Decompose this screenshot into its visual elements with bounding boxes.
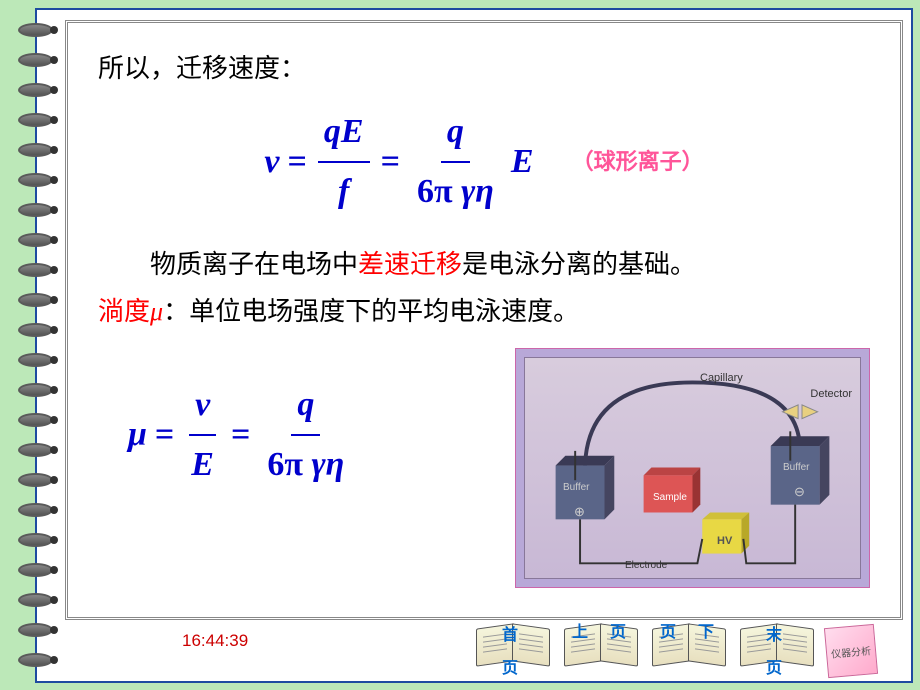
electrophoresis-diagram: Capillary Detector Buffer ⊕ Sample Buffe… xyxy=(515,348,870,588)
equals-sign: = xyxy=(288,135,307,189)
nav-buttons: 首 页 上 页 页 下 末 页 仪器分析 xyxy=(474,626,876,676)
intro-text: 所以，迁移速度： xyxy=(98,48,870,90)
frac-den: E xyxy=(185,436,220,492)
frac-den: 6π γη xyxy=(411,163,500,219)
formula-lhs: ν xyxy=(264,135,279,189)
text-pre: 物质离子在电场中 xyxy=(150,250,358,279)
text-term: 淌度 xyxy=(98,297,150,326)
slide-frame: 所以，迁移速度： ν = qE f = q 6π γη E （球形离子 xyxy=(35,8,913,683)
minus-label: ⊖ xyxy=(794,482,805,503)
lower-section: μ = ν E = q 6π γη xyxy=(98,348,870,588)
fraction-1: qE f xyxy=(318,105,370,220)
btn-label: 上 xyxy=(572,618,588,642)
formula-1: ν = qE f = q 6π γη E （球形离子） xyxy=(264,105,703,220)
hv-label: HV xyxy=(717,533,732,551)
formula-annotation: （球形离子） xyxy=(572,144,704,179)
frac-num: qE xyxy=(318,105,370,163)
formula-var-E: E xyxy=(511,135,534,189)
plus-label: ⊕ xyxy=(574,502,585,523)
detector-label: Detector xyxy=(810,386,852,404)
btn-label: 页 xyxy=(660,618,676,642)
btn-label: 页 xyxy=(502,654,518,678)
first-page-button[interactable]: 首 页 xyxy=(474,626,552,676)
formula-lhs: μ xyxy=(128,408,147,462)
content-frame: 所以，迁移速度： ν = qE f = q 6π γη E （球形离子 xyxy=(65,20,903,620)
text-line-3: 淌度μ：单位电场强度下的平均电泳速度。 xyxy=(98,291,870,333)
last-page-button[interactable]: 末 页 xyxy=(738,626,816,676)
text-emphasis: 差速迁移 xyxy=(358,250,462,279)
electrode-label: Electrode xyxy=(625,558,667,574)
equals-sign: = xyxy=(381,135,400,189)
buffer-right-label: Buffer xyxy=(783,460,810,476)
timestamp: 16:44:39 xyxy=(182,631,248,651)
frac-num: q xyxy=(291,378,320,436)
fraction-2: q 6π γη xyxy=(411,105,500,220)
formula-2-container: μ = ν E = q 6π γη xyxy=(128,378,353,493)
text-line-2: 物质离子在电场中差速迁移是电泳分离的基础。 xyxy=(98,244,870,286)
sample-label: Sample xyxy=(653,490,687,506)
mu-symbol: μ xyxy=(150,297,163,326)
btn-label: 下 xyxy=(698,618,714,642)
prev-page-button[interactable]: 上 页 xyxy=(562,626,640,676)
fraction-2: q 6π γη xyxy=(261,378,350,493)
frac-num: ν xyxy=(189,378,216,436)
frac-den: 6π γη xyxy=(261,436,350,492)
btn-label: 页 xyxy=(766,654,782,678)
frac-den: f xyxy=(332,163,355,219)
formula-2: μ = ν E = q 6π γη xyxy=(128,378,353,493)
formula-1-row: ν = qE f = q 6π γη E （球形离子） xyxy=(98,105,870,220)
slide-content: 所以，迁移速度： ν = qE f = q 6π γη E （球形离子 xyxy=(68,23,900,613)
spiral-binding: // Generate spiral holes document.write(… xyxy=(0,8,55,683)
btn-label: 末 xyxy=(766,621,782,645)
analysis-button[interactable]: 仪器分析 xyxy=(824,624,878,678)
text-def: ：单位电场强度下的平均电泳速度。 xyxy=(163,297,579,326)
btn-label: 首 xyxy=(502,621,518,645)
equals-sign: = xyxy=(155,408,174,462)
next-page-button[interactable]: 页 下 xyxy=(650,626,728,676)
buffer-left-label: Buffer xyxy=(563,480,590,496)
fraction-1: ν E xyxy=(185,378,220,493)
text-post: 是电泳分离的基础。 xyxy=(462,250,696,279)
btn-label: 页 xyxy=(610,618,626,642)
equals-sign: = xyxy=(231,408,250,462)
capillary-label: Capillary xyxy=(700,370,743,388)
frac-num: q xyxy=(441,105,470,163)
